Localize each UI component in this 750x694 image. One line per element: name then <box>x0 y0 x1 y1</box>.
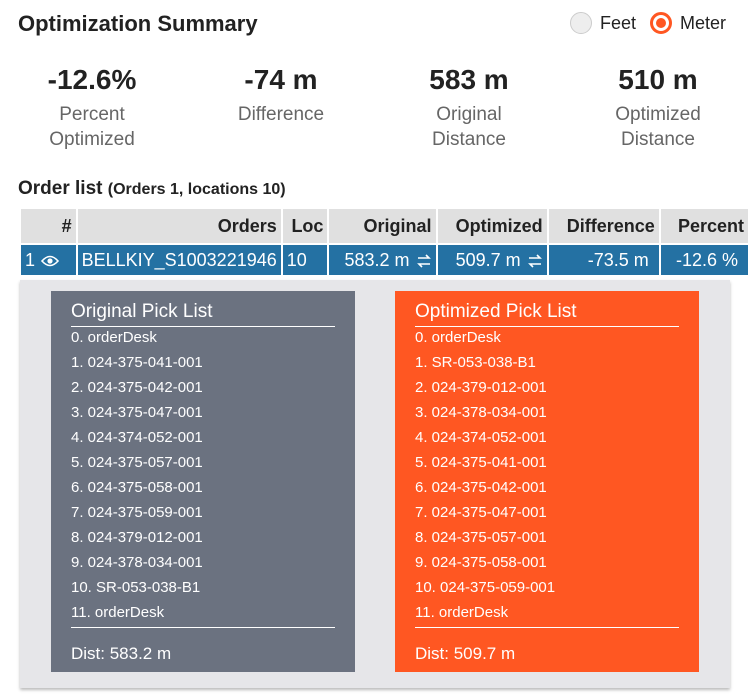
pick-list-item: 0. orderDesk <box>71 329 157 346</box>
stat-label: Original Distance <box>432 104 506 150</box>
cell-text: -12.6 % <box>675 249 738 270</box>
orders-table: # Orders Loc Original Optimized Difference Per… <box>19 209 750 275</box>
radio-dot[interactable] <box>650 12 672 34</box>
pick-list-item: 6. 024-375-042-001 <box>415 479 547 496</box>
radio-label[interactable]: Meter <box>680 12 727 33</box>
page-title: Optimization Summary <box>18 11 258 36</box>
column-header: Orders <box>77 209 281 245</box>
pick-list-item: 7. 024-375-059-001 <box>71 504 203 521</box>
column-header: Original <box>329 209 436 245</box>
pick-list-item: 10. 024-375-059-001 <box>415 579 556 596</box>
pick-list-card: Original Pick List 0. orderDesk 1. 024-375… <box>51 291 355 672</box>
pick-list-title: Original Pick List <box>71 301 335 327</box>
stat-value: 583 m <box>429 64 509 95</box>
pick-list-item: 4. 024-374-052-001 <box>71 429 203 446</box>
pick-list-item: 11. orderDesk <box>415 604 509 621</box>
unit-radio[interactable]: Meter <box>650 12 726 34</box>
header-row: # Orders Loc Original Optimized Difference Per… <box>21 209 748 245</box>
summary-stat: 510 m Optimized Distance <box>573 64 743 152</box>
table-cell: BELLKIY_S1003221946 <box>77 245 281 275</box>
stat-value: -74 m <box>244 64 318 95</box>
pick-list-distance: Dist: 583.2 m <box>71 644 172 663</box>
unit-radio[interactable]: Feet <box>570 12 636 34</box>
pick-list-distance: Dist: 509.7 m <box>415 644 516 663</box>
table-cell: 1 <box>21 245 76 275</box>
cell-text: 10 <box>286 249 307 270</box>
order-list-subtitle: (Orders 1, locations 10) <box>107 181 286 198</box>
cell-text: BELLKIY_S1003221946 <box>81 249 277 270</box>
table-cell: -12.6 % <box>660 245 748 275</box>
stat-value: 510 m <box>618 64 698 95</box>
divider <box>415 627 679 628</box>
pick-list-item: 1. SR-053-038-B1 <box>415 354 536 371</box>
pick-list-item: 2. 024-375-042-001 <box>71 379 203 396</box>
radio-dot[interactable] <box>570 12 592 34</box>
summary-stat: -74 m Difference <box>196 64 366 127</box>
divider <box>71 627 335 628</box>
table-cell: 583.2 m <box>329 245 436 275</box>
summary-stat: -12.6% Percent Optimized <box>7 64 177 152</box>
pick-list-item: 8. 024-375-057-001 <box>415 529 547 546</box>
pick-list-item: 10. SR-053-038-B1 <box>71 579 201 596</box>
pick-list-item: 6. 024-375-058-001 <box>71 479 203 496</box>
radio-label[interactable]: Feet <box>600 12 637 33</box>
pick-list-item: 7. 024-375-047-001 <box>415 504 547 521</box>
order-list-title: Order list (Orders 1, locations 10) <box>18 178 286 200</box>
order-list-name: Order list <box>18 178 103 199</box>
cell-text: 509.7 m <box>455 249 521 270</box>
order-row[interactable]: 1 BELLKIY_S1003221946 10 583.2 m 509.7 m -73.… <box>21 245 748 275</box>
cell-text: -73.5 m <box>587 249 649 270</box>
summary-stat: 583 m Original Distance <box>384 64 554 152</box>
pick-list-item: 3. 024-375-047-001 <box>71 404 203 421</box>
pick-list-item: 4. 024-374-052-001 <box>415 429 547 446</box>
stat-label: Percent Optimized <box>49 104 135 150</box>
pick-list-item: 11. orderDesk <box>71 604 165 621</box>
cell-text: 1 <box>25 249 36 270</box>
pick-list-title: Optimized Pick List <box>415 301 679 327</box>
stat-label: Optimized Distance <box>615 104 701 150</box>
pick-list-item: 9. 024-378-034-001 <box>71 554 203 571</box>
pick-list-item: 0. orderDesk <box>415 329 501 346</box>
column-header: Percent <box>660 209 748 245</box>
pick-list-item: 5. 024-375-041-001 <box>415 454 547 471</box>
pick-list-item: 5. 024-375-057-001 <box>71 454 203 471</box>
column-header: # <box>21 209 76 245</box>
table-cell: 509.7 m <box>437 245 547 275</box>
column-header: Difference <box>548 209 659 245</box>
pick-list-item: 1. 024-375-041-001 <box>71 354 203 371</box>
stat-label: Difference <box>237 104 325 125</box>
pick-list-item: 3. 024-378-034-001 <box>415 404 547 421</box>
column-header: Loc <box>282 209 328 245</box>
column-header: Optimized <box>437 209 547 245</box>
detail-panel: Original Pick List 0. orderDesk 1. 024-375… <box>20 280 730 688</box>
cell-text: 583.2 m <box>344 249 410 270</box>
pick-list-card: Optimized Pick List 0. orderDesk 1. SR-053… <box>395 291 699 672</box>
table-cell: 10 <box>282 245 328 275</box>
pick-list-item: 9. 024-375-058-001 <box>415 554 547 571</box>
pick-list-item: 8. 024-379-012-001 <box>71 529 203 546</box>
pick-list-item: 2. 024-379-012-001 <box>415 379 547 396</box>
stat-value: -12.6% <box>47 64 137 95</box>
table-cell: -73.5 m <box>548 245 659 275</box>
